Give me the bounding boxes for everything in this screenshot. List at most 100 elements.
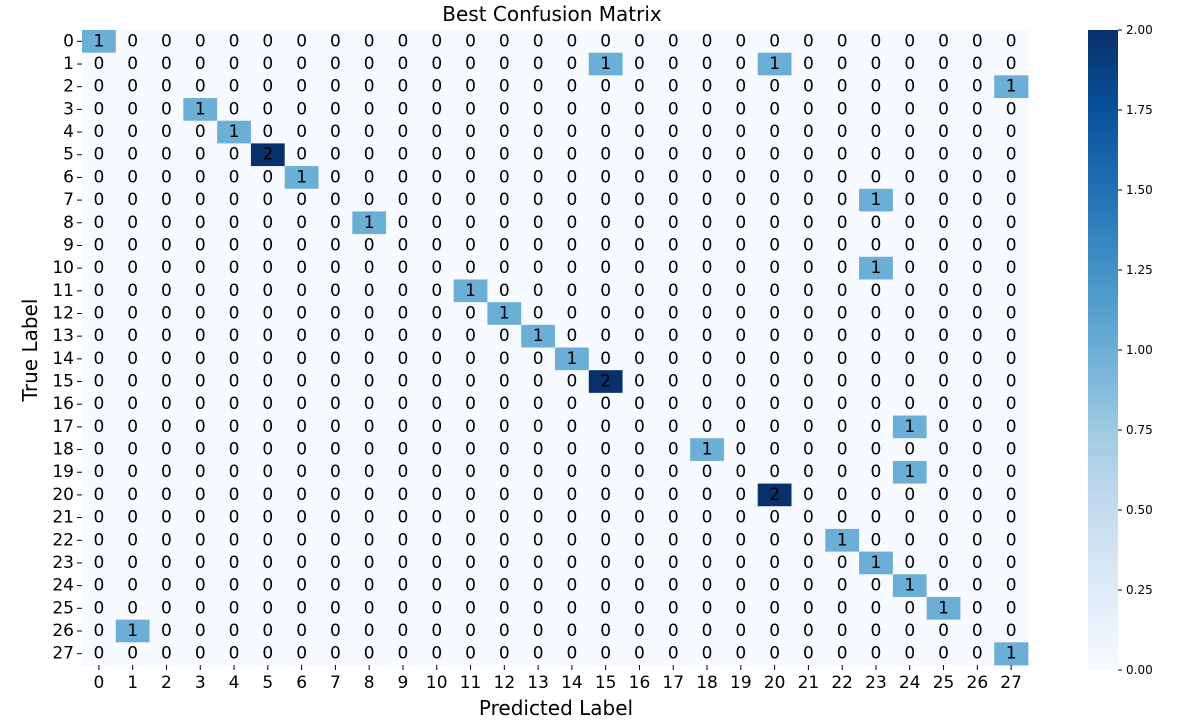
cell-value-label: 0: [871, 485, 882, 505]
cell-value-label: 0: [1006, 235, 1017, 255]
cell-value-label: 0: [702, 99, 713, 119]
heatmap-cell: [825, 211, 860, 235]
heatmap-cell: [960, 483, 995, 507]
heatmap-cell: [82, 75, 117, 99]
heatmap-cell: [588, 302, 623, 326]
cell-value-label: 0: [735, 349, 746, 369]
cell-value-label: 0: [161, 326, 172, 346]
cell-value-label: 0: [465, 394, 476, 414]
heatmap-cell: [994, 279, 1029, 303]
cell-value-label: 0: [398, 235, 409, 255]
cell-value-label: 0: [769, 326, 780, 346]
heatmap-cell: [318, 596, 353, 621]
heatmap-cell: [757, 302, 792, 326]
heatmap-cell: [521, 143, 556, 167]
cell-value-label: 0: [803, 440, 814, 460]
heatmap-cell: [926, 256, 961, 280]
x-tick-label: 1: [127, 673, 138, 693]
heatmap-cell: [791, 438, 826, 462]
cell-value-label: 0: [262, 303, 273, 323]
heatmap-cell: [521, 211, 556, 235]
cell-value-label: 0: [465, 349, 476, 369]
cell-value-label: 0: [229, 77, 240, 97]
heatmap-cell: [791, 52, 826, 76]
cell-value-label: 0: [871, 530, 882, 550]
cell-value-label: 0: [668, 190, 679, 210]
heatmap-cell: [318, 528, 353, 553]
heatmap-cell: [352, 574, 387, 598]
heatmap-cell: [960, 52, 995, 76]
cell-value-label: 0: [364, 31, 375, 51]
cell-value-label: 0: [398, 167, 409, 187]
heatmap-cell: [250, 370, 286, 394]
cell-value-label: 0: [499, 213, 510, 233]
cell-value-label: 0: [803, 576, 814, 596]
cell-value-label: 0: [127, 145, 138, 165]
heatmap-cell: [217, 98, 252, 122]
cell-value-label: 0: [837, 485, 848, 505]
heatmap-cell: [791, 75, 826, 99]
cell-value-label: 0: [871, 462, 882, 482]
cell-value-label: 0: [972, 99, 983, 119]
cell-value-label: 0: [803, 598, 814, 618]
cell-value-label: 0: [566, 213, 577, 233]
heatmap-cell: [588, 528, 623, 553]
heatmap-cell: [656, 574, 691, 598]
cell-value-label: 0: [161, 54, 172, 74]
cell-value-label: 0: [398, 621, 409, 641]
heatmap-cell: [960, 98, 995, 122]
heatmap-cell: [926, 52, 961, 76]
cell-value-label: 0: [229, 349, 240, 369]
cell-value-label: 0: [702, 303, 713, 323]
cell-value-label: 0: [972, 281, 983, 301]
heatmap-cell: [622, 551, 657, 575]
heatmap-cell: [791, 120, 826, 144]
heatmap-cell: [115, 75, 150, 99]
cell-value-label: 0: [600, 190, 611, 210]
heatmap-cell: [487, 642, 522, 666]
cell-value-label: 0: [566, 303, 577, 323]
heatmap-cell: [825, 120, 860, 144]
cell-value-label: 0: [837, 77, 848, 97]
cell-value-label: 0: [499, 122, 510, 142]
cell-value-label: 0: [634, 77, 645, 97]
cell-value-label: 0: [938, 440, 949, 460]
cell-value-label: 0: [262, 77, 273, 97]
heatmap-cell: [960, 302, 995, 326]
cell-value-label: 0: [330, 530, 341, 550]
heatmap-cell: [588, 574, 623, 598]
cell-value-label: 0: [431, 54, 442, 74]
heatmap-cell: [453, 483, 488, 507]
heatmap-cell: [453, 596, 488, 621]
cell-value-label: 0: [195, 553, 206, 573]
cell-value-label: 0: [195, 31, 206, 51]
cell-value-label: 0: [972, 462, 983, 482]
heatmap-cell: [825, 551, 860, 575]
cell-value-label: 0: [364, 598, 375, 618]
heatmap-cell: [82, 256, 117, 280]
x-tick-label: 5: [262, 673, 273, 693]
heatmap-cell: [588, 347, 623, 371]
cell-value-label: 0: [972, 258, 983, 278]
cell-value-label: 0: [702, 372, 713, 392]
heatmap-cell: [690, 188, 725, 212]
cell-value-label: 0: [127, 598, 138, 618]
y-tick-label: 12: [52, 303, 74, 323]
cell-value-label: 0: [127, 644, 138, 664]
heatmap-cell: [825, 506, 860, 530]
heatmap-cell: [791, 211, 826, 235]
heatmap-cell: [115, 302, 150, 326]
cell-value-label: 0: [127, 31, 138, 51]
cell-value-label: 0: [127, 462, 138, 482]
heatmap-cell: [825, 75, 860, 99]
cell-value-label: 0: [296, 553, 307, 573]
heatmap-cell: [791, 460, 826, 484]
x-tick-label: 12: [494, 673, 516, 693]
heatmap-cell: [419, 619, 455, 643]
cell-value-label: 0: [533, 122, 544, 142]
cell-value-label: 0: [938, 190, 949, 210]
cell-value-label: 0: [938, 326, 949, 346]
heatmap-cell: [690, 166, 725, 190]
cell-value-label: 0: [161, 644, 172, 664]
x-tick-label: 17: [662, 673, 684, 693]
